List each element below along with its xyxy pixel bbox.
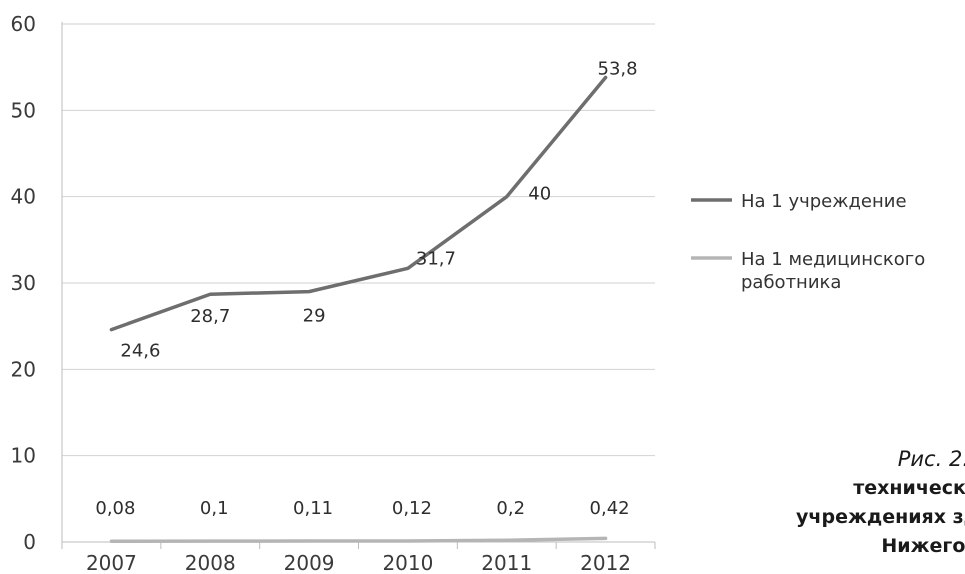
series-line-per-institution [109,75,608,332]
data-label: 29 [303,306,326,327]
x-tick-label: 2010 [382,551,433,574]
data-label: 0,11 [293,498,333,519]
data-label: 53,8 [598,59,638,80]
legend-label: На 1 медицинского [741,249,925,270]
data-label: 24,6 [120,341,160,362]
series-lines [109,75,608,544]
y-tick-label: 60 [11,12,36,36]
legend-label: работника [741,272,841,293]
legend-label: На 1 учреждение [741,191,907,212]
data-label: 28,7 [190,306,230,327]
data-label: 40 [528,184,551,205]
y-tick-label: 50 [11,98,36,122]
legend: На 1 учреждение На 1 медицинскогоработник… [691,191,925,293]
x-tick-label: 2011 [481,551,532,574]
x-tick-label: 2012 [580,551,631,574]
data-label: 0,12 [392,498,432,519]
x-tick-label: 2007 [86,551,137,574]
caption-line-2: техническо [853,477,965,499]
caption-line-3: учреждениях зд [796,506,965,528]
x-tick-label: 2008 [185,551,236,574]
y-tick-label: 30 [11,271,36,295]
caption-figure-number: Рис. 2. [897,447,965,471]
x-tick-label: 2009 [284,551,335,574]
caption-line-4: Нижегор [881,535,965,557]
figure-caption: Рис. 2. техническо учреждениях зд Нижего… [645,444,965,561]
data-label: 0,42 [590,498,630,519]
data-label: 0,08 [95,498,135,519]
series-line-per-medical-worker [109,536,608,544]
y-tick-label: 20 [11,357,36,381]
data-label: 31,7 [416,248,456,269]
axes: 0 10 20 30 40 50 60 2007 2008 2009 2010 2011 2012 [11,12,656,574]
data-label: 0,2 [496,498,525,519]
y-tick-label: 40 [11,185,36,209]
gridlines [62,23,655,457]
data-label: 0,1 [200,498,229,519]
data-labels: 24,6 28,7 29 31,7 40 53,8 0,08 0,1 0,11 0,12 0,2 0,… [95,59,637,519]
y-tick-label: 0 [23,530,36,554]
y-tick-label: 10 [11,444,36,468]
